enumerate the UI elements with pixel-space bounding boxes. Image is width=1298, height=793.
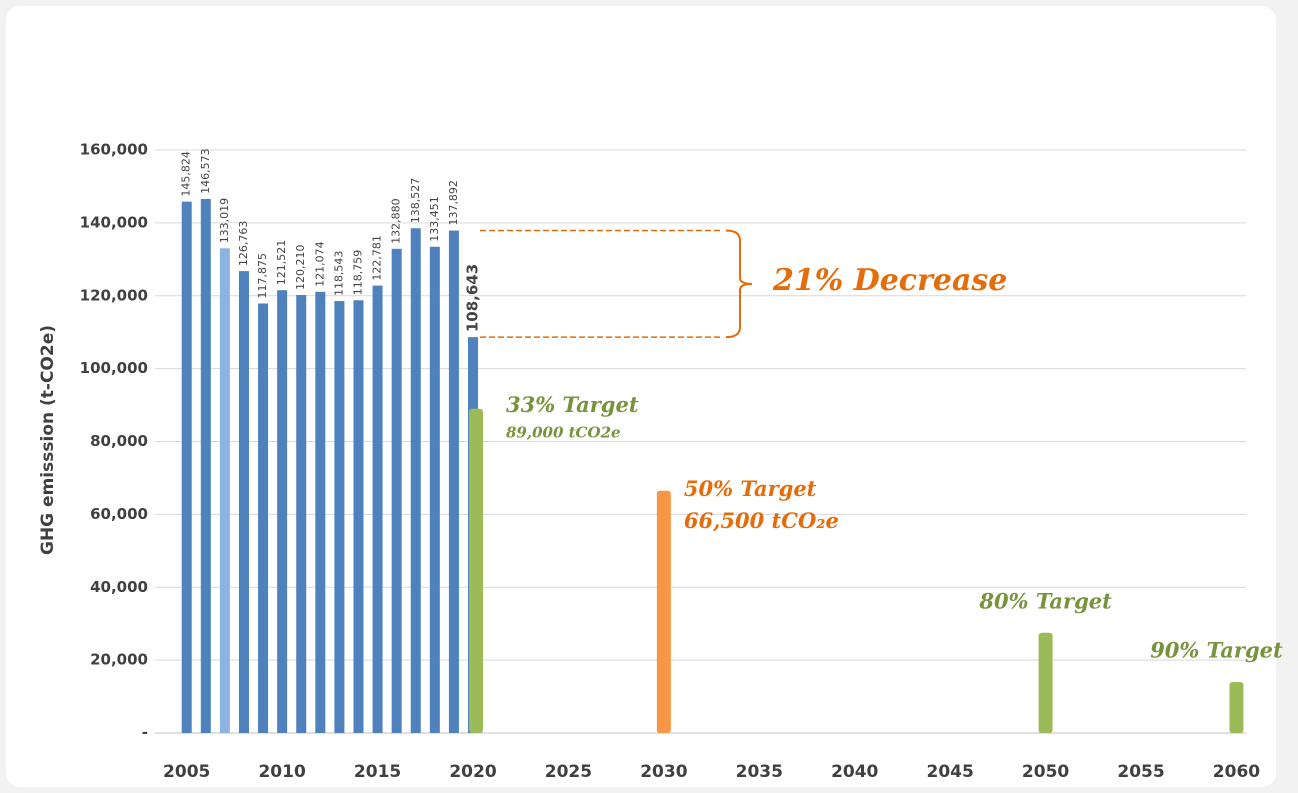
bar: [200, 198, 211, 734]
y-tick-label: -: [142, 724, 148, 742]
x-tick-label: 2045: [926, 762, 973, 782]
bar: [258, 303, 269, 733]
bar: [353, 300, 364, 733]
x-tick-label: 2055: [1117, 762, 1164, 782]
value-label: 145,824: [180, 151, 193, 197]
x-tick-label: 2060: [1213, 762, 1260, 782]
bar: [296, 294, 307, 733]
target-bar: [1229, 681, 1244, 733]
target-label: 50% Target: [684, 476, 817, 501]
brace: [725, 229, 753, 339]
value-label: 132,880: [390, 198, 403, 244]
x-tick-label: 2040: [831, 762, 878, 782]
y-tick-label: 120,000: [80, 286, 148, 304]
value-label: 121,521: [275, 240, 288, 286]
bar: [334, 301, 345, 733]
y-tick-label: 140,000: [80, 213, 148, 231]
value-label: 121,074: [313, 241, 326, 287]
y-tick-label: 100,000: [80, 359, 148, 377]
value-label: 146,573: [199, 148, 212, 194]
target-bar: [656, 490, 671, 733]
bar: [372, 285, 383, 733]
value-label: 138,527: [409, 178, 422, 224]
target-note: 89,000 tCO2e: [506, 424, 621, 442]
x-tick-label: 2030: [640, 762, 687, 782]
value-label: 117,875: [256, 253, 269, 299]
target-note: 66,500 tCO₂e: [684, 508, 839, 533]
bar: [315, 291, 326, 733]
target-label: 33% Target: [506, 392, 639, 417]
value-label: 118,759: [351, 250, 364, 296]
value-label: 118,543: [332, 251, 345, 297]
y-tick-label: 20,000: [90, 651, 148, 669]
y-tick-label: 40,000: [90, 578, 148, 596]
bar: [238, 271, 249, 733]
x-tick-label: 2050: [1022, 762, 1069, 782]
bar: [181, 201, 192, 733]
value-label: 122,781: [371, 235, 384, 281]
bar: [219, 248, 230, 733]
bar: [391, 248, 402, 734]
y-tick-label: 160,000: [80, 141, 148, 159]
x-tick-label: 2035: [736, 762, 783, 782]
value-label: 108,643: [464, 264, 482, 332]
y-tick-label: 80,000: [90, 432, 148, 450]
card: [6, 6, 1276, 787]
bar: [448, 230, 459, 733]
bar: [429, 246, 440, 733]
value-label: 137,892: [447, 180, 460, 226]
x-tick-label: 2015: [354, 762, 401, 782]
x-tick-label: 2005: [163, 762, 210, 782]
value-label: 120,210: [294, 244, 307, 290]
target-label: 90% Target: [1150, 637, 1283, 662]
value-label: 133,019: [218, 198, 231, 244]
y-tick-label: 60,000: [90, 505, 148, 523]
x-tick-label: 2020: [449, 762, 496, 782]
bar: [410, 228, 421, 733]
x-tick-label: 2025: [545, 762, 592, 782]
x-tick-label: 2010: [258, 762, 305, 782]
target-bar: [469, 408, 484, 733]
target-bar: [1038, 632, 1053, 733]
decrease-annotation: 21% Decrease: [772, 263, 1007, 298]
value-label: 126,763: [237, 221, 250, 267]
value-label: 133,451: [428, 196, 441, 242]
bar: [277, 290, 288, 733]
target-label: 80% Target: [978, 588, 1112, 613]
y-axis-title: GHG emisssion (t-CO2e): [38, 325, 58, 555]
